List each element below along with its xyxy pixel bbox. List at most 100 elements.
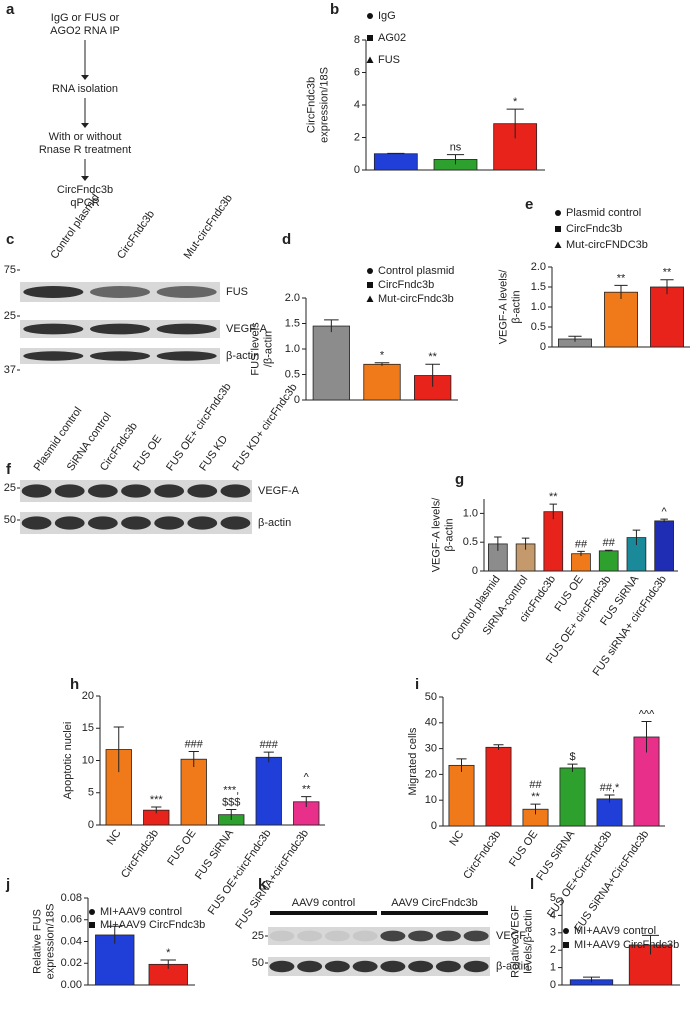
error-bar xyxy=(301,796,312,807)
flow-step: Rnase R treatment xyxy=(39,144,131,156)
lane-label: FUS KD xyxy=(197,433,230,473)
panel-label: l xyxy=(530,876,534,893)
legend-marker xyxy=(555,210,561,216)
band xyxy=(54,516,85,530)
error-bar xyxy=(374,362,390,366)
mw-label: 75 xyxy=(4,264,16,276)
annotation: * xyxy=(380,350,385,362)
annotation: ##,* xyxy=(600,782,620,794)
error-bar xyxy=(549,503,558,520)
band xyxy=(23,286,84,298)
lane-label: FUS OE xyxy=(131,433,164,473)
mw-label: 50 xyxy=(4,514,16,526)
legend-marker xyxy=(554,241,562,248)
band xyxy=(90,351,150,361)
y-axis-label: VEGF-A levels/ xyxy=(430,497,442,573)
y-tick-label: 5 xyxy=(88,787,94,799)
y-tick-label: 50 xyxy=(425,691,437,703)
group-label: AAV9 control xyxy=(292,897,355,909)
band xyxy=(324,960,350,973)
y-tick-label: 0.04 xyxy=(61,935,82,947)
y-tick-label: 0.02 xyxy=(61,957,82,969)
annotation: *** xyxy=(150,794,164,806)
panel-label: j xyxy=(5,876,10,893)
y-tick-label: 0 xyxy=(294,394,300,406)
lane-label: FUS KD+ circFndc3b xyxy=(230,382,299,474)
bar xyxy=(312,325,350,401)
y-tick-label: 0 xyxy=(540,341,546,353)
arrow-head xyxy=(81,123,89,128)
arrow-head xyxy=(81,176,89,181)
band xyxy=(408,960,434,973)
annotation: ^ xyxy=(662,506,668,518)
annotation: ns xyxy=(450,141,462,153)
error-bar xyxy=(324,319,339,333)
panel-label: b xyxy=(330,1,339,18)
y-tick-label: 15 xyxy=(82,722,94,734)
legend-label: Control plasmid xyxy=(378,265,454,277)
bar xyxy=(604,291,638,348)
band-label: FUS xyxy=(226,286,248,298)
y-tick-label: 2 xyxy=(550,944,556,956)
x-tick-label: FUS OE+CircFndc3b xyxy=(545,829,614,921)
annotation: ** xyxy=(663,267,672,279)
error-bar xyxy=(506,108,524,139)
group-bar xyxy=(381,911,488,915)
arrow-head xyxy=(81,75,89,80)
y-tick-label: 40 xyxy=(425,717,437,729)
y-tick-label: 0 xyxy=(88,819,94,831)
error-bar xyxy=(567,763,578,772)
y-axis-label: FUS levels xyxy=(249,322,261,376)
error-bar xyxy=(641,721,652,753)
legend-label: AG02 xyxy=(378,32,406,44)
band xyxy=(435,930,461,942)
error-bar xyxy=(583,976,600,983)
y-tick-label: 0.5 xyxy=(285,368,300,380)
x-tick-label: NC xyxy=(447,828,466,848)
panel-label: g xyxy=(455,471,464,488)
band xyxy=(435,960,461,973)
error-bar xyxy=(660,279,674,295)
error-bar xyxy=(263,751,274,763)
error-bar xyxy=(107,925,123,944)
legend-label: IgG xyxy=(378,10,396,22)
x-tick-label: CircFndc3b xyxy=(461,829,503,882)
group-bar xyxy=(270,911,377,915)
legend-marker xyxy=(366,56,374,63)
y-tick-label: 0 xyxy=(354,164,360,176)
band xyxy=(220,484,251,498)
error-bar xyxy=(521,537,530,550)
band xyxy=(352,960,378,973)
y-tick-label: 0.5 xyxy=(531,321,546,333)
panel-label: h xyxy=(70,676,79,693)
legend-label: MI+AAV9 CircFndc3b xyxy=(100,919,205,931)
band xyxy=(352,930,378,942)
bar xyxy=(571,553,591,572)
y-axis-label: Relative FUS xyxy=(31,909,43,974)
band xyxy=(154,516,185,530)
error-bar xyxy=(456,758,467,772)
flow-step: CircFndc3b xyxy=(57,184,113,196)
legend-marker xyxy=(563,928,569,934)
y-axis-label: expression/18S xyxy=(318,67,330,143)
band xyxy=(21,484,52,498)
band xyxy=(90,323,150,335)
x-tick-label: CircFndc3b xyxy=(119,828,161,881)
y-axis-label: /β-actin xyxy=(262,331,274,367)
y-tick-label: 1.5 xyxy=(285,317,300,329)
band xyxy=(87,484,118,498)
x-tick-label: Control plasmid xyxy=(449,574,503,643)
legend-label: Mut-circFNDC3b xyxy=(566,239,648,251)
y-tick-label: 3 xyxy=(550,927,556,939)
annotation: ## xyxy=(529,779,542,791)
band xyxy=(380,930,406,942)
legend-marker xyxy=(367,13,373,19)
panel-label: c xyxy=(6,231,14,248)
annotation: ** xyxy=(531,791,540,803)
band xyxy=(90,286,150,298)
legend-marker xyxy=(367,282,373,288)
annotation: ### xyxy=(260,739,279,751)
annotation: ** xyxy=(302,784,311,796)
panel-label: a xyxy=(6,1,15,18)
error-bar xyxy=(493,744,504,750)
